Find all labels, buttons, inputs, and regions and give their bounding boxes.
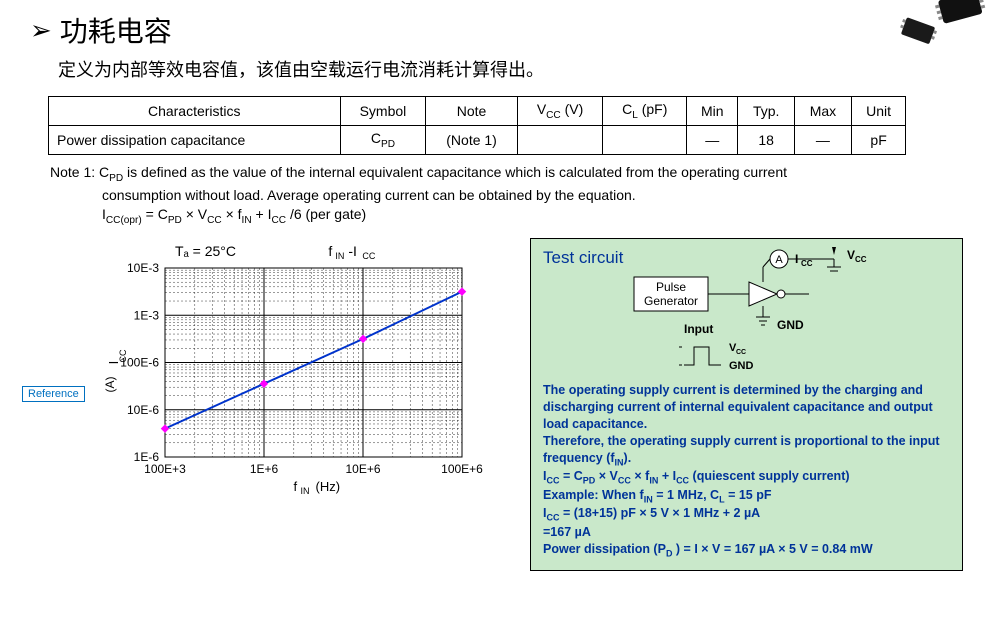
test-circuit-box: Test circuit Pulse Generator A I CC — [530, 238, 963, 571]
chip-corner-image — [883, 0, 1003, 50]
svg-text:A: A — [776, 254, 784, 266]
td-typ: 18 — [738, 125, 795, 154]
arrow-icon: ➢ — [30, 15, 52, 46]
th-note: Note — [426, 97, 517, 126]
svg-text:GND: GND — [777, 318, 804, 332]
subheading: 定义为内部等效电容值，该值由空载运行电流消耗计算得出。 — [58, 56, 963, 82]
svg-text:CC: CC — [736, 349, 746, 356]
circuit-diagram: Pulse Generator A I CC — [629, 247, 889, 382]
section-heading: ➢ 功耗电容 — [30, 10, 963, 50]
svg-text:f: f — [328, 243, 332, 259]
test-eq4: Power dissipation (PD ) = I × V = 167 µA… — [543, 541, 950, 560]
td-cl — [603, 125, 687, 154]
th-typ: Typ. — [738, 97, 795, 126]
svg-text:1E-3: 1E-3 — [134, 308, 160, 322]
td-min: ― — [687, 125, 738, 154]
svg-text:10E+6: 10E+6 — [345, 462, 380, 476]
test-eq2: ICC = (18+15) pF × 5 V × 1 MHz + 2 µA — [543, 505, 950, 524]
svg-text:V: V — [847, 248, 855, 262]
svg-text:CC: CC — [118, 349, 128, 362]
svg-text:100E+6: 100E+6 — [441, 462, 483, 476]
th-max: Max — [795, 97, 852, 126]
td-char: Power dissipation capacitance — [49, 125, 341, 154]
th-vcc: VCC (V) — [517, 97, 603, 126]
svg-text:-I: -I — [348, 243, 357, 259]
reference-tag[interactable]: Reference — [22, 386, 85, 402]
test-eq1: ICC = CPD × VCC × fIN + ICC (quiescent s… — [543, 468, 950, 487]
test-desc2: Therefore, the operating supply current … — [543, 433, 950, 469]
note-1: Note 1: CPD is defined as the value of t… — [50, 163, 963, 228]
svg-text:1E+6: 1E+6 — [250, 462, 279, 476]
svg-text:(Hz): (Hz) — [316, 479, 341, 494]
svg-text:Pulse: Pulse — [656, 280, 686, 294]
svg-text:CC: CC — [801, 259, 813, 268]
svg-text:100E+3: 100E+3 — [144, 462, 186, 476]
test-title: Test circuit — [543, 247, 623, 270]
th-characteristics: Characteristics — [49, 97, 341, 126]
svg-text:CC: CC — [855, 255, 867, 264]
svg-text:(A): (A) — [103, 377, 117, 393]
td-max: ― — [795, 125, 852, 154]
th-cl: CL (pF) — [603, 97, 687, 126]
svg-text:10E-6: 10E-6 — [127, 403, 159, 417]
svg-text:IN: IN — [335, 251, 344, 261]
svg-text:GND: GND — [729, 360, 754, 372]
th-min: Min — [687, 97, 738, 126]
chart-svg: Tₐ = 25°CfIN-ICC10E-31E-3100E-610E-61E-6… — [100, 238, 500, 508]
td-vcc — [517, 125, 603, 154]
svg-text:Generator: Generator — [644, 294, 698, 308]
td-note: (Note 1) — [426, 125, 517, 154]
svg-text:IN: IN — [301, 486, 310, 496]
svg-text:f: f — [294, 479, 298, 494]
heading-text: 功耗电容 — [60, 10, 172, 50]
table-row: Power dissipation capacitance CPD (Note … — [49, 125, 906, 154]
td-unit: pF — [851, 125, 906, 154]
svg-text:Tₐ = 25°C: Tₐ = 25°C — [175, 243, 236, 259]
svg-text:Input: Input — [684, 322, 713, 336]
svg-text:CC: CC — [362, 251, 375, 261]
spec-table: Characteristics Symbol Note VCC (V) CL (… — [48, 96, 906, 155]
test-eq3: =167 µA — [543, 524, 950, 541]
chart: Tₐ = 25°CfIN-ICC10E-31E-3100E-610E-61E-6… — [100, 238, 500, 511]
test-example: Example: When fIN = 1 MHz, CL = 15 pF — [543, 487, 950, 506]
test-desc1: The operating supply current is determin… — [543, 382, 950, 433]
svg-text:10E-3: 10E-3 — [127, 261, 159, 275]
th-unit: Unit — [851, 97, 906, 126]
th-symbol: Symbol — [340, 97, 426, 126]
td-symbol: CPD — [340, 125, 426, 154]
